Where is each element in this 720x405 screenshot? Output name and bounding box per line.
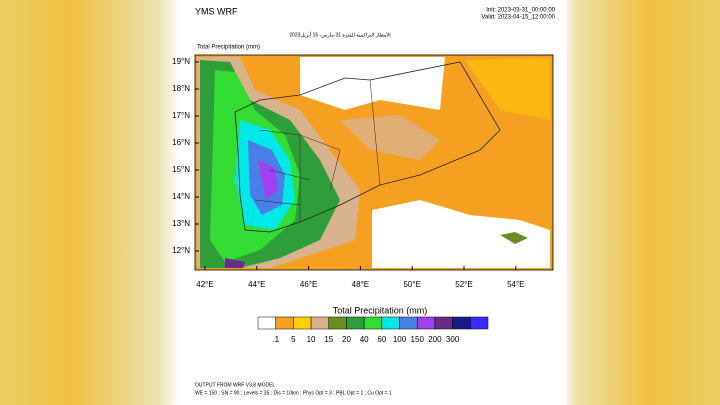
lat-label: 14°N (172, 192, 190, 201)
map-title: Total Precipitation (mm) (197, 45, 260, 51)
colorbar-swatch (452, 316, 471, 330)
colorbar-swatch (363, 316, 383, 330)
colorbar-label: 15 (324, 335, 333, 344)
lon-label: 46°E (300, 280, 317, 289)
lat-label: 15°N (172, 165, 190, 174)
lat-labels: 19°N 18°N 17°N 16°N 15°N 14°N 13°N 12°N (172, 57, 199, 255)
colorbar-label: 60 (377, 335, 386, 344)
valid: Valid: 2023-04-15_12:00:00 (481, 15, 555, 21)
colorbar-swatch (470, 316, 489, 330)
lon-label: 48°E (352, 280, 369, 289)
colorbar-label: 200 (428, 335, 442, 344)
colorbar-swatch (293, 316, 312, 330)
colorbar-label: .1 (272, 335, 279, 344)
init: Init: 2023-03-31_00:00:00 (486, 8, 555, 14)
colorbar-label: 40 (360, 335, 369, 344)
colorbar-swatch (257, 316, 276, 330)
lon-label: 52°E (455, 280, 472, 289)
lon-label: 50°E (403, 280, 420, 289)
colorbar-label: 150 (411, 335, 425, 344)
colorbar-swatch (381, 316, 400, 330)
colorbar-label: 100 (393, 335, 407, 344)
colorbar: .1 5 10 15 20 40 60 100 150 200 300 (257, 316, 489, 344)
lat-label: 13°N (172, 219, 190, 228)
lon-label: 42°E (196, 280, 213, 289)
footer-line: OUTPUT FROM WRF V3.8 MODEL (195, 382, 275, 388)
footer-line: WE = 150 ; SN = 90 ; Levels = 35 ; Dis =… (195, 390, 392, 396)
map (194, 54, 554, 271)
lon-labels: 42°E 44°E 46°E 48°E 50°E 52°E 54°E (196, 266, 525, 289)
lat-label: 16°N (172, 138, 190, 147)
colorbar-swatch (399, 316, 418, 330)
colorbar-swatch (346, 316, 365, 330)
colorbar-label: 300 (446, 335, 460, 344)
lon-label: 44°E (248, 280, 265, 289)
colorbar-label: 5 (291, 335, 296, 344)
colorbar-title: Total Precipitation (mm) (333, 305, 428, 315)
colorbar-swatch (434, 316, 453, 330)
subtitle: الأمطار التراكمية للفترة 31 مارس- 15 أبر… (289, 30, 390, 38)
colorbar-label: 20 (342, 335, 351, 344)
colorbar-swatch (310, 316, 330, 330)
lat-label: 17°N (172, 111, 190, 120)
colorbar-label: 10 (307, 335, 316, 344)
lon-label: 54°E (507, 280, 524, 289)
lat-label: 18°N (172, 84, 190, 93)
colorbar-swatch (328, 316, 347, 330)
lat-label: 12°N (172, 246, 190, 255)
lat-label: 19°N (172, 57, 190, 66)
colorbar-swatch (416, 316, 436, 330)
colorbar-swatch (275, 316, 294, 330)
title: YMS WRF (195, 6, 238, 16)
